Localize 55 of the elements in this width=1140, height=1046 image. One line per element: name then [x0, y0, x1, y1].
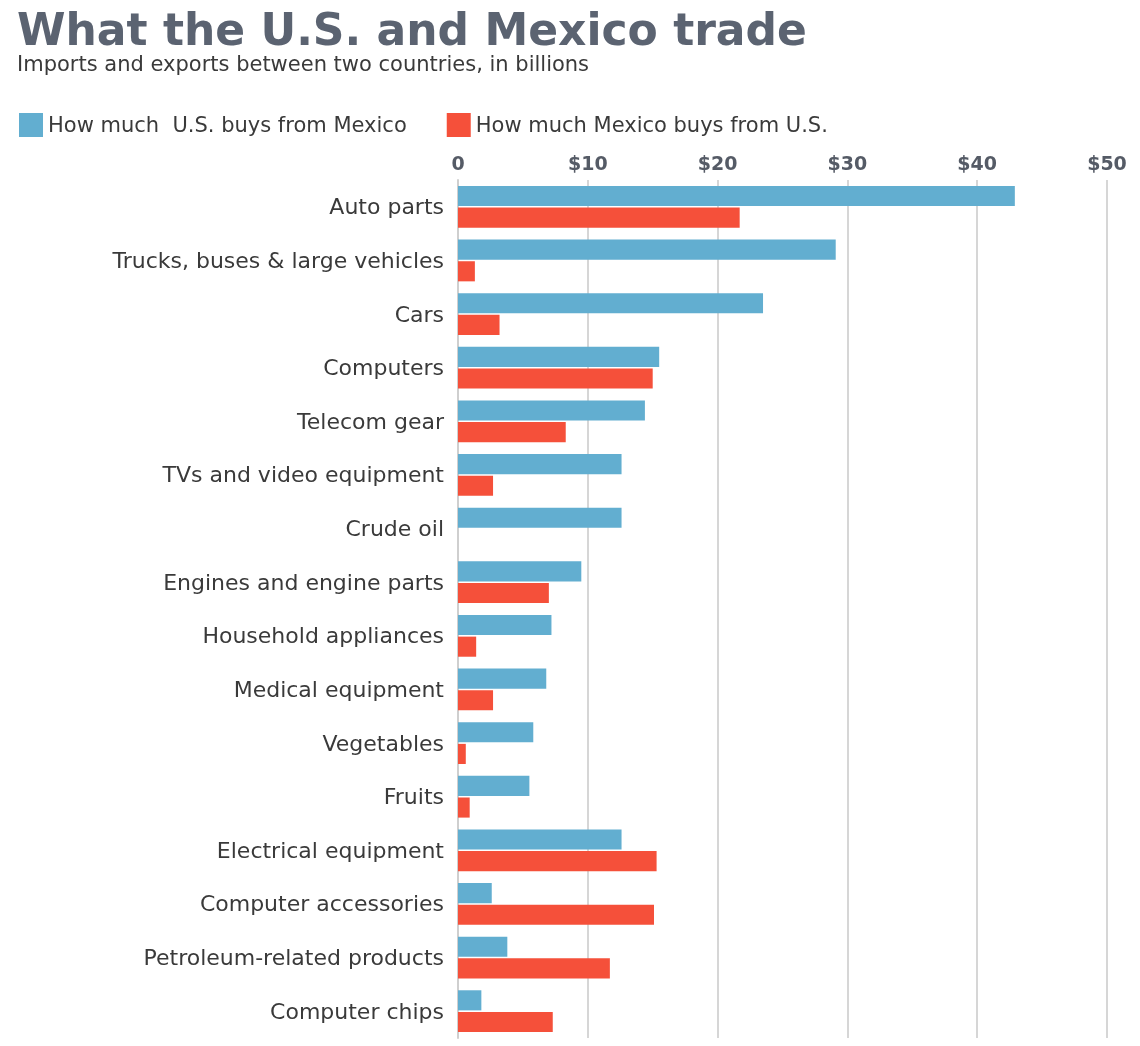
y-tick-label: Computer chips [270, 998, 444, 1024]
x-tick-label: $40 [957, 151, 998, 174]
x-tick-label: $10 [567, 151, 608, 174]
bar [458, 636, 477, 657]
y-tick-label: Petroleum-related products [143, 945, 444, 971]
y-tick-label: Computers [323, 355, 444, 381]
bar [458, 507, 622, 528]
x-tick-label: $50 [1087, 151, 1127, 174]
y-tick-label: Cars [394, 301, 444, 327]
bar [458, 454, 622, 475]
bar [458, 561, 582, 582]
bar [458, 1011, 553, 1033]
bar [458, 368, 653, 389]
bar [458, 293, 764, 314]
y-tick-label: Medical equipment [233, 676, 445, 702]
bar [458, 743, 466, 764]
bar [458, 904, 654, 925]
bar [458, 797, 470, 818]
y-tick-label: Computer accessories [199, 891, 444, 917]
bar [458, 851, 657, 872]
bar [458, 314, 500, 335]
x-tick-label: 0 [451, 151, 465, 174]
bar [458, 936, 508, 957]
legend-label: How much Mexico buys from U.S. [475, 113, 828, 137]
bar [458, 207, 740, 228]
bar [458, 261, 475, 282]
bar [458, 829, 622, 850]
y-tick-label: Crude oil [345, 516, 444, 542]
x-tick-label: $20 [697, 151, 738, 174]
bar [458, 883, 492, 904]
bar [458, 422, 566, 443]
y-tick-label: TVs and video equipment [161, 462, 445, 488]
y-tick-label: Vegetables [322, 730, 444, 756]
y-tick-label: Trucks, buses & large vehicles [111, 247, 444, 273]
bar [458, 775, 530, 796]
bar [458, 346, 660, 367]
y-tick-label: Electrical equipment [216, 837, 445, 863]
y-tick-label: Auto parts [329, 194, 444, 220]
bar [458, 475, 494, 496]
bar [458, 958, 610, 979]
bar [458, 614, 552, 636]
bar [458, 990, 482, 1011]
bar [458, 690, 494, 711]
y-tick-label: Fruits [383, 784, 444, 810]
bar [458, 722, 534, 743]
bar [458, 185, 1015, 207]
x-tick-label: $30 [827, 151, 868, 174]
bar [458, 239, 836, 260]
y-tick-label: Household appliances [202, 623, 444, 649]
y-tick-label: Engines and engine parts [163, 569, 444, 595]
legend-label: How much U.S. buys from Mexico [48, 113, 407, 137]
bar [458, 582, 549, 604]
bar [458, 668, 547, 689]
bar [458, 400, 645, 421]
y-tick-label: Telecom gear [296, 408, 445, 434]
